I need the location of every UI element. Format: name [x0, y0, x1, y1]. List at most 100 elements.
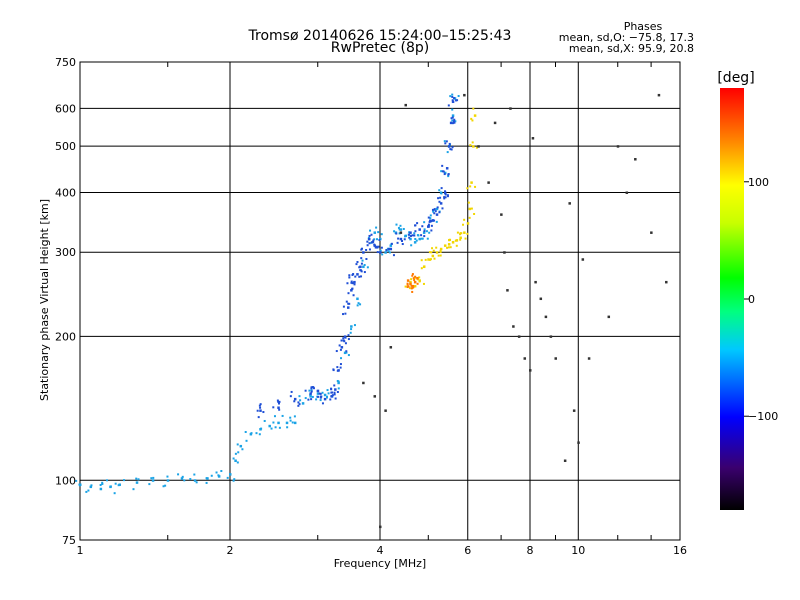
data-point: [316, 390, 319, 393]
data-point: [568, 202, 571, 205]
data-point: [443, 173, 446, 176]
y-tick-label: 500: [55, 140, 76, 153]
x-tick-label: 1: [77, 544, 84, 557]
data-point: [450, 117, 453, 120]
data-point: [87, 489, 90, 492]
data-point: [350, 325, 353, 328]
data-point: [411, 284, 415, 288]
data-point: [440, 187, 443, 190]
data-point: [343, 335, 347, 338]
data-point: [395, 223, 398, 226]
data-point: [359, 303, 362, 306]
data-point: [463, 218, 466, 221]
data-point: [321, 402, 324, 405]
data-point: [349, 331, 352, 334]
data-point: [398, 232, 401, 235]
data-point: [428, 251, 431, 254]
data-point: [430, 251, 433, 254]
data-point: [427, 216, 430, 219]
data-point: [432, 249, 435, 252]
data-point: [348, 274, 351, 277]
data-point: [148, 483, 151, 486]
data-point: [217, 474, 220, 477]
data-point: [297, 401, 300, 404]
data-point: [447, 173, 450, 176]
data-point: [354, 275, 357, 278]
data-point: [439, 254, 442, 257]
data-point: [232, 457, 235, 460]
data-point: [217, 475, 221, 478]
data-point: [177, 473, 180, 476]
data-point: [78, 483, 81, 486]
data-point: [406, 279, 410, 282]
data-point: [418, 228, 421, 231]
data-point: [181, 475, 184, 478]
axis-ticks: 1 2 4 6 8 10 16 75 100 200 300 400 500 600 750: [55, 56, 687, 557]
data-point: [453, 121, 456, 124]
data-point: [436, 206, 439, 209]
colorbar-tick-label: 0: [748, 293, 755, 306]
data-point: [473, 212, 476, 215]
data-point: [329, 398, 332, 401]
data-point: [210, 474, 213, 477]
data-point: [413, 284, 417, 288]
data-point: [459, 232, 462, 235]
data-point: [241, 448, 244, 451]
colorbar-label: [deg]: [717, 70, 754, 86]
data-point: [418, 276, 421, 279]
data-point: [363, 264, 366, 267]
data-point: [468, 216, 471, 219]
data-point: [381, 253, 384, 256]
data-point: [423, 221, 426, 224]
data-point: [249, 432, 253, 436]
data-point: [316, 392, 320, 395]
data-point: [444, 196, 447, 199]
data-point: [233, 478, 236, 481]
data-point: [447, 175, 450, 178]
data-point: [347, 354, 350, 357]
data-point: [408, 231, 411, 234]
data-point: [380, 233, 383, 236]
data-point: [459, 238, 462, 241]
data-point: [459, 233, 462, 236]
data-point: [101, 482, 104, 485]
data-point: [443, 196, 446, 199]
data-point: [356, 297, 359, 301]
data-point: [258, 404, 261, 407]
data-point: [234, 452, 237, 455]
data-point: [373, 244, 377, 247]
data-point: [435, 220, 438, 223]
data-point: [347, 292, 350, 295]
data-point: [351, 287, 354, 290]
data-point: [554, 357, 557, 360]
data-point: [448, 238, 451, 241]
data-point: [337, 381, 340, 385]
data-point: [373, 243, 376, 246]
data-point: [415, 239, 418, 242]
data-point: [450, 148, 453, 151]
data-point: [323, 393, 327, 397]
data-point: [459, 236, 462, 240]
data-point: [135, 481, 139, 484]
data-point: [259, 409, 262, 412]
data-point: [446, 151, 449, 154]
data-point: [388, 247, 391, 250]
data-point: [193, 473, 196, 476]
data-point: [286, 426, 289, 429]
data-point: [106, 479, 109, 482]
data-point: [414, 237, 417, 240]
data-point: [439, 249, 442, 252]
data-point: [379, 249, 382, 252]
data-point: [285, 421, 289, 425]
data-point: [447, 243, 451, 246]
data-point: [310, 386, 313, 389]
data-point: [413, 280, 417, 284]
data-point: [517, 335, 521, 338]
data-point: [362, 265, 365, 269]
data-point: [387, 250, 390, 253]
data-point: [449, 121, 453, 125]
data-point: [239, 444, 243, 448]
data-point: [117, 484, 120, 487]
data-point: [531, 137, 535, 140]
data-point: [456, 99, 459, 102]
